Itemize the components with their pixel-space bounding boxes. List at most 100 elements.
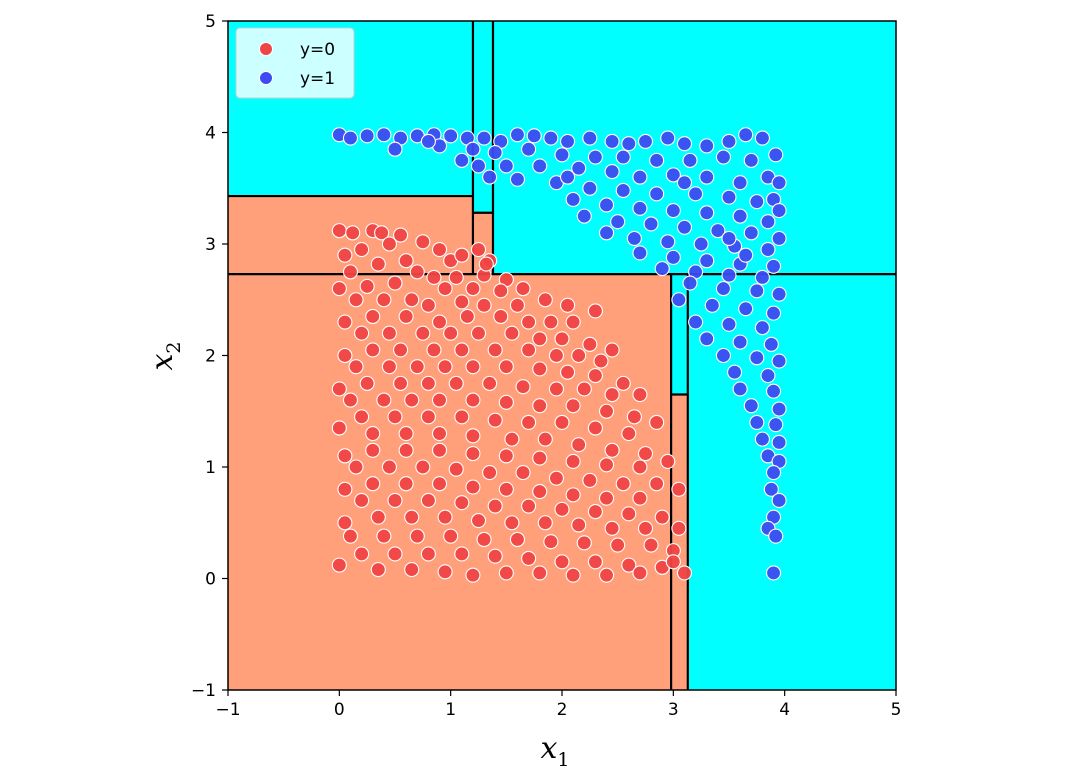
- point-y0: [342, 264, 359, 280]
- point-y1: [554, 147, 570, 163]
- point-y0: [571, 517, 587, 533]
- point-y0: [598, 403, 615, 419]
- point-y1: [760, 214, 776, 230]
- point-y0: [359, 375, 375, 391]
- point-y0: [365, 425, 381, 442]
- point-y0: [398, 425, 414, 442]
- point-y0: [365, 342, 381, 358]
- point-y1: [754, 431, 770, 447]
- point-y0: [498, 481, 514, 497]
- point-y1: [420, 133, 436, 149]
- x-tick-label: −1: [215, 700, 240, 720]
- region-class1: [492, 21, 896, 275]
- decision-regions: [228, 21, 896, 690]
- point-y0: [565, 453, 581, 469]
- point-y1: [763, 336, 779, 352]
- point-y0: [504, 325, 520, 341]
- point-y1: [743, 152, 759, 168]
- point-y0: [554, 554, 570, 570]
- series-y0-points: [331, 223, 693, 583]
- point-y0: [426, 269, 442, 286]
- point-y1: [760, 242, 776, 258]
- point-y0: [448, 269, 464, 286]
- point-y0: [476, 297, 492, 313]
- point-y0: [331, 223, 347, 239]
- point-y1: [543, 130, 559, 146]
- point-y0: [387, 275, 403, 291]
- point-y0: [598, 490, 615, 506]
- point-y0: [348, 292, 364, 308]
- point-y0: [354, 492, 370, 509]
- point-y1: [582, 180, 598, 196]
- point-y1: [754, 320, 770, 336]
- point-y1: [509, 127, 526, 143]
- x-axis-label: x1: [540, 731, 569, 771]
- point-y0: [370, 509, 386, 525]
- point-y0: [565, 314, 581, 330]
- point-y0: [437, 564, 453, 580]
- point-y0: [404, 392, 420, 408]
- point-y0: [565, 487, 581, 503]
- point-y0: [454, 409, 470, 425]
- point-y0: [415, 459, 431, 475]
- point-y0: [387, 546, 403, 562]
- point-y0: [459, 308, 475, 325]
- point-y0: [626, 409, 642, 425]
- x-tick-label: 1: [445, 700, 456, 720]
- point-y0: [420, 409, 436, 425]
- point-y0: [365, 308, 381, 325]
- point-y0: [376, 292, 392, 308]
- point-y1: [660, 234, 676, 250]
- point-y1: [688, 314, 704, 330]
- point-y1: [699, 138, 715, 154]
- point-y0: [381, 459, 397, 475]
- legend-box: [235, 27, 355, 99]
- point-y0: [478, 256, 494, 272]
- point-y0: [532, 450, 548, 466]
- point-y1: [699, 331, 715, 347]
- point-y0: [593, 353, 609, 369]
- x-tick-label: 5: [891, 700, 902, 720]
- point-y1: [771, 203, 787, 219]
- point-y0: [587, 504, 603, 520]
- point-y0: [621, 506, 637, 522]
- point-y1: [342, 130, 359, 146]
- point-y1: [565, 191, 581, 207]
- point-y0: [604, 386, 620, 403]
- point-y1: [715, 149, 731, 165]
- point-y0: [365, 476, 381, 492]
- point-y0: [404, 509, 420, 525]
- x-tick-label: 4: [779, 700, 790, 720]
- point-y1: [615, 149, 631, 165]
- point-y1: [526, 128, 542, 144]
- point-y1: [649, 186, 665, 202]
- point-y0: [393, 227, 409, 243]
- point-y1: [676, 136, 693, 152]
- point-y0: [548, 470, 564, 486]
- point-y0: [415, 234, 431, 250]
- point-y0: [498, 448, 514, 464]
- point-y1: [754, 130, 770, 146]
- point-y0: [431, 314, 448, 330]
- point-y0: [504, 515, 520, 531]
- point-y0: [465, 281, 481, 297]
- point-y1: [587, 149, 603, 165]
- point-y1: [749, 194, 765, 210]
- point-y1: [693, 236, 709, 252]
- point-y1: [598, 197, 615, 213]
- point-y0: [354, 409, 370, 425]
- point-y1: [487, 145, 503, 161]
- point-y0: [426, 342, 442, 358]
- point-y1: [665, 249, 681, 265]
- legend: y=0 y=1: [235, 27, 355, 99]
- legend-label-y0: y=0: [300, 40, 335, 60]
- point-y0: [354, 546, 370, 562]
- point-y0: [521, 550, 537, 566]
- point-y1: [654, 260, 670, 277]
- point-y1: [743, 225, 759, 241]
- point-y1: [637, 133, 654, 149]
- point-y0: [532, 483, 548, 500]
- point-y0: [348, 359, 364, 375]
- point-y0: [582, 472, 598, 488]
- point-y1: [643, 216, 659, 232]
